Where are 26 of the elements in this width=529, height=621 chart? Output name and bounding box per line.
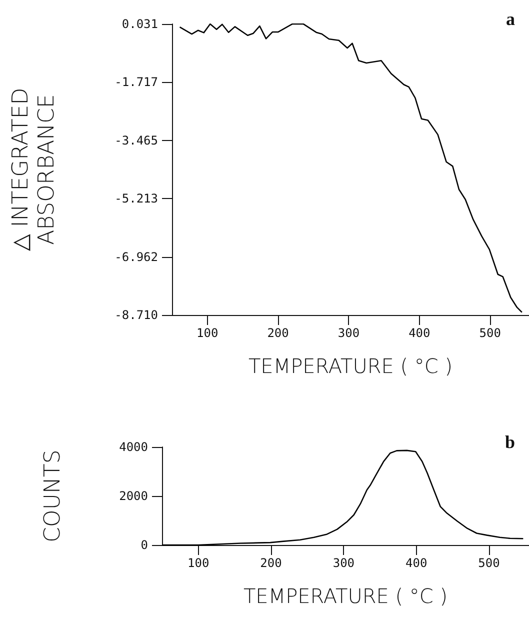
y-tick-label: -3.465 — [114, 133, 158, 148]
y-tick-label: -6.962 — [114, 250, 158, 264]
y-tick-label: 4000 — [119, 440, 148, 454]
x-tick-label: 200 — [267, 326, 289, 340]
x-tick-label: 500 — [479, 326, 501, 340]
x-tick-label: 100 — [196, 326, 218, 340]
y-tick-label: 2000 — [119, 489, 148, 503]
x-tick-label: 100 — [187, 556, 210, 570]
x-tick-label: 400 — [406, 556, 428, 570]
y-axis-title: COUNTS — [40, 450, 66, 542]
y-tick-label: -1.717 — [114, 75, 158, 90]
annotation: b — [504, 432, 516, 452]
y-tick-label: 0 — [140, 538, 148, 552]
x-axis-title: TEMPERATURE ( °C ) — [248, 354, 453, 378]
y-tick-label: -5.213 — [114, 192, 158, 206]
y-tick-label: 0.031 — [122, 17, 158, 31]
x-tick-label: 300 — [332, 556, 355, 570]
y-tick-label: -8.710 — [114, 308, 158, 322]
x-tick-label: 400 — [408, 326, 430, 340]
x-tick-label: 500 — [478, 556, 500, 570]
x-axis-title: TEMPERATURE ( °C ) — [243, 584, 448, 608]
line-series — [161, 450, 524, 546]
annotation: a — [506, 9, 515, 29]
x-tick-label: 300 — [338, 326, 360, 340]
y-axis-title: △ INTEGRATED ABSORBANCE — [8, 88, 60, 252]
x-tick-label: 200 — [260, 556, 282, 570]
